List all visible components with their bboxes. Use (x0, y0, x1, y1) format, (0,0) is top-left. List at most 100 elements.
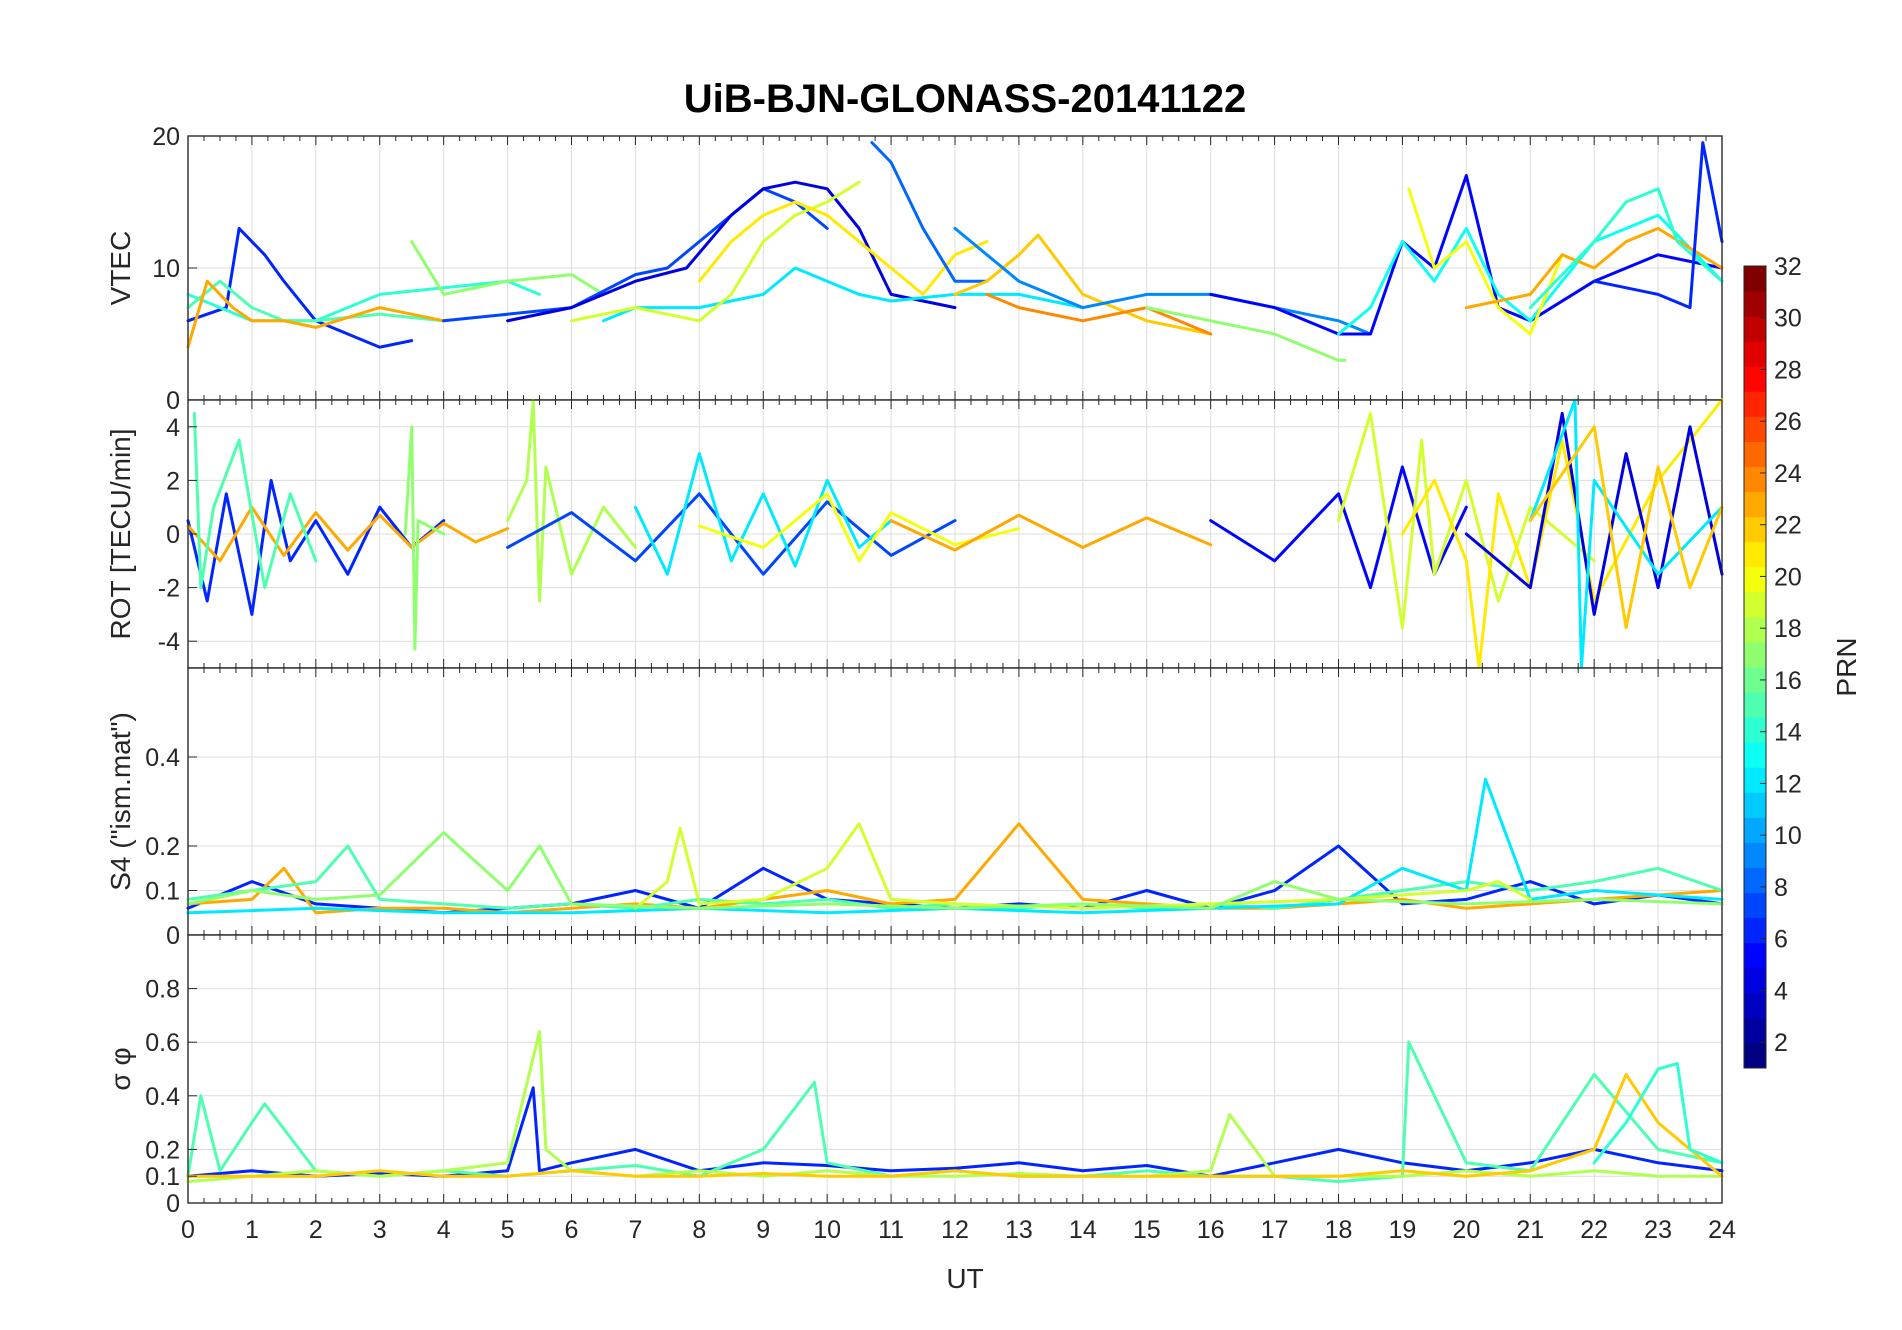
colorbar-segment (1744, 516, 1766, 543)
y-tick-label: 0.4 (145, 744, 180, 772)
series-line-prn-23 (889, 513, 1213, 552)
colorbar-tick-label: 12 (1774, 770, 1802, 798)
y-tick-label: 0.2 (145, 1136, 180, 1164)
colorbar-segment (1744, 391, 1766, 417)
series-line-prn-24 (985, 292, 1213, 336)
series-line-prn-7 (442, 187, 829, 323)
y-tick-label: 0.6 (145, 1029, 180, 1057)
panel-2-series (186, 398, 1724, 670)
colorbar-tick-label: 24 (1774, 460, 1802, 488)
x-tick-label: 10 (813, 1216, 841, 1244)
colorbar-segment (1744, 466, 1766, 493)
colorbar-label: PRN (1831, 637, 1862, 696)
series-line-prn-22 (953, 233, 1213, 336)
series-line-prn-19 (1337, 411, 1596, 630)
colorbar-segment (1744, 641, 1766, 668)
series-line-prn-17 (410, 240, 605, 296)
series-line-prn-8 (870, 141, 989, 283)
panel-2: -4 -2 0 2 4 ROT [TECU/min] (105, 398, 1724, 670)
x-tick-label: 17 (1261, 1216, 1289, 1244)
series-line-prn-23 (1464, 226, 1724, 310)
series-line-prn-22 (1528, 425, 1724, 630)
y-tick-label: 20 (152, 123, 180, 151)
colorbar-segment (1744, 366, 1766, 392)
colorbar-segment (1744, 842, 1766, 868)
x-tick-label: 15 (1133, 1216, 1161, 1244)
series-line-prn-15 (186, 1040, 1724, 1184)
series-line-prn-20 (697, 492, 1021, 563)
panel-4-series (186, 1030, 1724, 1184)
colorbar-segment (1744, 817, 1766, 843)
series-line-prn-12 (186, 777, 1724, 915)
panel-4: 00.10.2 0.4 0.6 0.8 σ φ (105, 934, 1724, 1218)
colorbar-tick-label: 4 (1774, 977, 1788, 1005)
colorbar-segment (1744, 792, 1766, 818)
colorbar-segment (1744, 917, 1766, 944)
x-tick-label: 22 (1580, 1216, 1608, 1244)
y-tick-label: 10 (152, 255, 180, 283)
x-tick-label: 2 (309, 1216, 323, 1244)
colorbar-tick-label: 16 (1774, 667, 1802, 695)
x-tick-label: 0 (181, 1216, 195, 1244)
y-tick-label: -4 (158, 628, 180, 656)
series-line-prn-9 (953, 226, 1372, 336)
y-tick-label: 0 (166, 521, 180, 549)
series-line-prn-23 (186, 279, 446, 349)
series-line-prn-19 (633, 822, 1532, 910)
colorbar-segment (1744, 291, 1766, 317)
colorbar-segment (1744, 541, 1766, 568)
series-line-prn-6 (1592, 141, 1724, 310)
series-line-prn-19 (570, 180, 861, 323)
x-tick-label: 18 (1325, 1216, 1353, 1244)
colorbar-segment (1744, 867, 1766, 894)
x-tick-label: 24 (1708, 1216, 1736, 1244)
series-line-prn-12 (1528, 398, 1724, 670)
x-tick-label: 5 (501, 1216, 515, 1244)
series-line-prn-17 (403, 425, 446, 651)
x-tick-label: 19 (1389, 1216, 1417, 1244)
colorbar-segment (1744, 667, 1766, 693)
colorbar-tick-label: 2 (1774, 1029, 1788, 1057)
series-line-prn-22 (186, 1072, 1724, 1178)
series-line-prn-17 (186, 831, 1724, 910)
x-tick-label: 1 (245, 1216, 259, 1244)
x-tick-label: 21 (1516, 1216, 1544, 1244)
y-tick-label: -2 (158, 575, 180, 603)
colorbar-segment (1744, 266, 1766, 292)
series-line-prn-15 (192, 411, 318, 590)
colorbar-tick-label: 20 (1774, 563, 1802, 591)
x-tick-label: 14 (1069, 1216, 1097, 1244)
x-tick-label: 4 (437, 1216, 451, 1244)
series-line-prn-6 (186, 226, 414, 349)
colorbar-tick-label: 10 (1774, 822, 1802, 850)
x-tick-label: 20 (1452, 1216, 1480, 1244)
x-tick-labels: 0 1 2 3 4 5 6 7 8 9 10 11 12 13 14 15 16 17 18 19 20 21 22 23 24 (181, 1216, 1736, 1244)
colorbar-tick-label: 6 (1774, 926, 1788, 954)
series-line-prn-13 (1337, 213, 1724, 336)
colorbar-frame (1743, 265, 1767, 1069)
colorbar-segment (1744, 566, 1766, 593)
y-tick-label: 0.8 (145, 976, 180, 1004)
colorbar-tick-label: 30 (1774, 305, 1802, 333)
colorbar-tick-label: 8 (1774, 874, 1788, 902)
x-tick-label: 6 (565, 1216, 579, 1244)
y-tick-label: 0.1 (145, 878, 180, 906)
y-tick-label: 2 (166, 467, 180, 495)
series-line-prn-17 (1145, 306, 1347, 362)
x-tick-label: 11 (878, 1216, 904, 1244)
series-line-prn-12 (633, 452, 893, 576)
series-line-prn-6 (186, 1086, 1724, 1178)
colorbar-segment (1744, 441, 1766, 467)
series-line-prn-18 (506, 398, 637, 603)
colorbar-segment (1744, 942, 1766, 969)
y-tick-label: 0 (166, 922, 180, 950)
y-axis-label-panel-4: σ φ (105, 1047, 136, 1090)
colorbar-segment (1744, 767, 1766, 793)
colorbar-segment (1744, 616, 1766, 643)
series-line-prn-6 (186, 478, 446, 616)
y-axis-label-panel-2: ROT [TECU/min] (105, 428, 136, 639)
chart-title: UiB-BJN-GLONASS-20141122 (684, 77, 1246, 121)
